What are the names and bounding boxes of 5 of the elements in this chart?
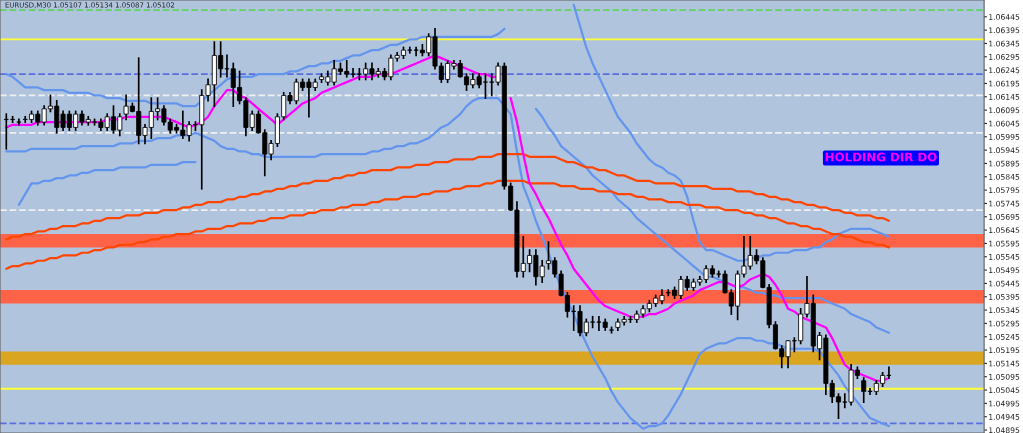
annotation: HOLDING DIR DO: [825, 152, 937, 162]
line-series: [5, 153, 891, 241]
candlestick: [16, 118, 22, 126]
line-series: [5, 179, 891, 270]
line-series: [5, 97, 891, 430]
